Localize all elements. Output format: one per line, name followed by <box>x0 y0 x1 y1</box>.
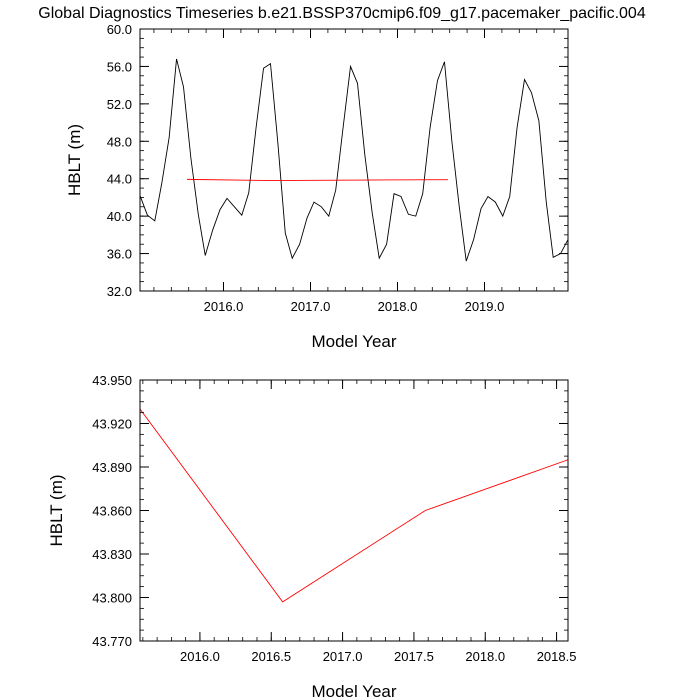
y-tick-label: 52.0 <box>107 97 132 112</box>
x-tick-label: 2018.0 <box>465 649 505 664</box>
y-tick-label: 43.890 <box>92 460 132 475</box>
x-tick-label: 2017.0 <box>291 299 331 314</box>
y-tick-label: 56.0 <box>107 59 132 74</box>
y-axis-label: HBLT (m) <box>65 124 84 196</box>
x-tick-label: 2016.0 <box>180 649 220 664</box>
y-tick-label: 60.0 <box>107 22 132 37</box>
y-tick-label: 32.0 <box>107 284 132 299</box>
x-tick-label: 2017.0 <box>323 649 363 664</box>
y-tick-label: 40.0 <box>107 209 132 224</box>
y-tick-label: 36.0 <box>107 247 132 262</box>
series-line-1 <box>186 178 448 182</box>
plot-frame <box>139 379 569 642</box>
x-tick-label: 2016.5 <box>251 649 291 664</box>
y-tick-label: 43.770 <box>92 634 132 649</box>
y-tick-label: 43.860 <box>92 504 132 519</box>
x-tick-label: 2017.5 <box>394 649 434 664</box>
bottom-panel: 2016.0 2016.5 2017.0 2017.5 2018.0 2018.5 43.7… <box>47 373 576 700</box>
series-line-0 <box>139 408 569 603</box>
series-line-0 <box>139 58 569 262</box>
x-tick-label: 2016.0 <box>204 299 244 314</box>
y-tick-label: 43.950 <box>92 373 132 388</box>
x-axis-label: Model Year <box>311 332 396 351</box>
y-tick-label: 43.800 <box>92 591 132 606</box>
y-tick-label: 44.0 <box>107 172 132 187</box>
x-tick-label: 2018.5 <box>537 649 577 664</box>
figure-title: Global Diagnostics Timeseries b.e21.BSSP… <box>38 5 646 22</box>
top-panel: 2016.0 2017.0 2018.0 2019.0 32.0 36.0 40.0 44.0… <box>65 22 569 351</box>
y-tick-label: 43.920 <box>92 417 132 432</box>
x-tick-label: 2019.0 <box>465 299 505 314</box>
y-tick-label: 48.0 <box>107 134 132 149</box>
y-axis-label: HBLT (m) <box>47 474 66 546</box>
x-tick-label: 2018.0 <box>378 299 418 314</box>
x-axis-label: Model Year <box>311 682 396 700</box>
y-tick-label: 43.830 <box>92 547 132 562</box>
